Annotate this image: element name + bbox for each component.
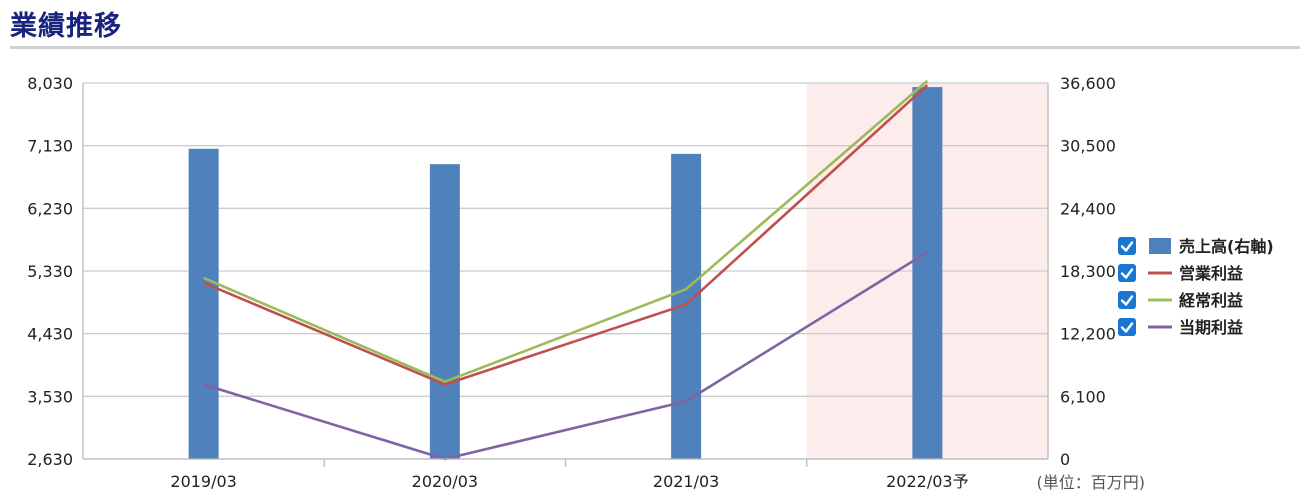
bar xyxy=(188,148,219,459)
check-icon xyxy=(1120,241,1134,252)
unit-label: (単位：百万円) xyxy=(1037,473,1146,492)
right-tick-label: 6,100 xyxy=(1060,387,1106,406)
left-tick-label: 8,030 xyxy=(27,74,73,93)
x-tick-label: 2020/03 xyxy=(412,472,478,491)
left-tick-label: 4,430 xyxy=(27,325,73,344)
bar xyxy=(671,153,702,459)
left-tick-label: 6,230 xyxy=(27,199,73,218)
left-tick-label: 7,130 xyxy=(27,137,73,156)
legend-label: 当期利益 xyxy=(1179,318,1243,337)
left-tick-label: 3,530 xyxy=(27,387,73,406)
check-icon xyxy=(1120,268,1134,279)
legend-label: 経常利益 xyxy=(1179,291,1243,310)
left-tick-label: 2,630 xyxy=(27,450,73,469)
section-title: 業績推移 xyxy=(10,11,122,42)
legend-label: 営業利益 xyxy=(1179,264,1243,283)
axis-layer: 2,630 0 3,530 6,100 4,430 12,200 5,330 18,300 6,… xyxy=(27,74,1145,492)
check-icon xyxy=(1120,322,1134,333)
legend-item[interactable]: 売上高(右軸) xyxy=(1118,237,1274,256)
series-line xyxy=(203,251,929,461)
x-tick-label: 2021/03 xyxy=(653,472,719,491)
x-tick-label: 2022/03予 xyxy=(886,472,968,491)
check-icon xyxy=(1120,295,1134,306)
legend-checkbox xyxy=(1118,237,1136,255)
grid-layer xyxy=(83,82,1048,460)
legend-item[interactable]: 経常利益 xyxy=(1118,291,1243,310)
right-tick-label: 24,400 xyxy=(1060,199,1116,218)
bar xyxy=(912,87,943,460)
title-divider xyxy=(10,46,1300,49)
legend-checkbox xyxy=(1118,291,1136,309)
right-tick-label: 0 xyxy=(1060,450,1070,469)
right-tick-label: 12,200 xyxy=(1060,325,1116,344)
legend-swatch xyxy=(1149,238,1171,254)
bar xyxy=(429,164,460,460)
right-tick-label: 30,500 xyxy=(1060,137,1116,156)
left-tick-label: 5,330 xyxy=(27,262,73,281)
legend-checkbox xyxy=(1118,264,1136,282)
series-line xyxy=(203,79,929,384)
legend-item[interactable]: 当期利益 xyxy=(1118,318,1243,337)
x-tick-label: 2019/03 xyxy=(170,472,236,491)
series-line xyxy=(203,84,929,386)
legend-label: 売上高(右軸) xyxy=(1179,237,1274,256)
right-tick-label: 36,600 xyxy=(1060,74,1116,93)
right-tick-label: 18,300 xyxy=(1060,262,1116,281)
bar-layer xyxy=(188,87,943,460)
line-layer xyxy=(203,79,929,461)
legend-checkbox xyxy=(1118,318,1136,336)
legend-item[interactable]: 営業利益 xyxy=(1118,264,1243,283)
